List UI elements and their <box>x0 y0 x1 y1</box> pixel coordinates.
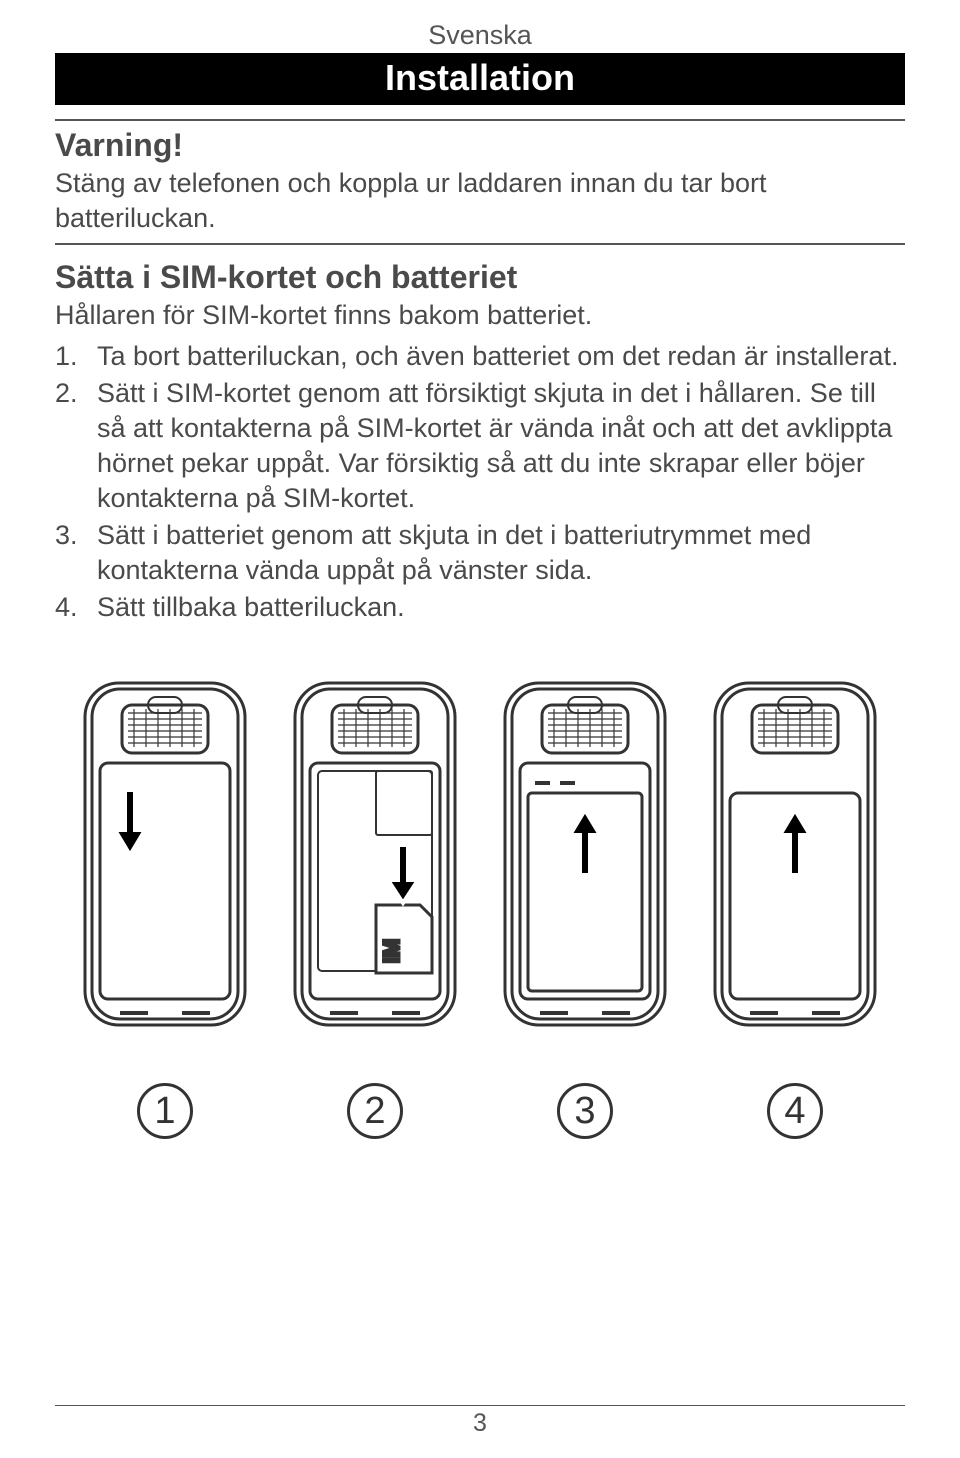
step-number: 2. <box>55 376 97 516</box>
diagram-number: 3 <box>557 1083 613 1139</box>
steps-list: 1. Ta bort batteriluckan, och även batte… <box>55 339 905 626</box>
warning-body: Stäng av telefonen och koppla ur laddare… <box>55 166 905 235</box>
diagram-row: 1 <box>55 675 905 1139</box>
diagram-number: 2 <box>347 1083 403 1139</box>
diagram-number: 1 <box>137 1083 193 1139</box>
phone-illustration-4 <box>700 675 890 1035</box>
step-number: 3. <box>55 518 97 588</box>
diagram-step-3: 3 <box>480 675 690 1139</box>
diagram-step-4: 4 <box>690 675 900 1139</box>
diagram-step-2: IM 2 <box>270 675 480 1139</box>
phone-illustration-1 <box>70 675 260 1035</box>
section-subheading: Hållaren för SIM-kortet finns bakom batt… <box>55 298 905 333</box>
language-label: Svenska <box>55 20 905 51</box>
step-text: Sätt i SIM-kortet genom att försiktigt s… <box>97 376 905 516</box>
section-heading: Sätta i SIM-kortet och batteriet <box>55 259 905 296</box>
diagram-number: 4 <box>767 1083 823 1139</box>
step-item: 2. Sätt i SIM-kortet genom att försiktig… <box>55 376 905 516</box>
step-item: 3. Sätt i batteriet genom att skjuta in … <box>55 518 905 588</box>
phone-illustration-3 <box>490 675 680 1035</box>
phone-illustration-2: IM <box>280 675 470 1035</box>
svg-text:IM: IM <box>379 939 404 963</box>
step-text: Sätt i batteriet genom att skjuta in det… <box>97 518 905 588</box>
diagram-step-1: 1 <box>60 675 270 1139</box>
step-text: Sätt tillbaka batteriluckan. <box>97 590 905 625</box>
step-item: 1. Ta bort batteriluckan, och även batte… <box>55 339 905 374</box>
page-number: 3 <box>55 1405 905 1438</box>
step-item: 4. Sätt tillbaka batteriluckan. <box>55 590 905 625</box>
warning-heading: Varning! <box>55 127 905 164</box>
step-text: Ta bort batteriluckan, och även batterie… <box>97 339 905 374</box>
step-number: 1. <box>55 339 97 374</box>
warning-box: Varning! Stäng av telefonen och koppla u… <box>55 119 905 245</box>
step-number: 4. <box>55 590 97 625</box>
arrow-down-icon <box>388 845 418 903</box>
page-title-bar: Installation <box>55 53 905 105</box>
